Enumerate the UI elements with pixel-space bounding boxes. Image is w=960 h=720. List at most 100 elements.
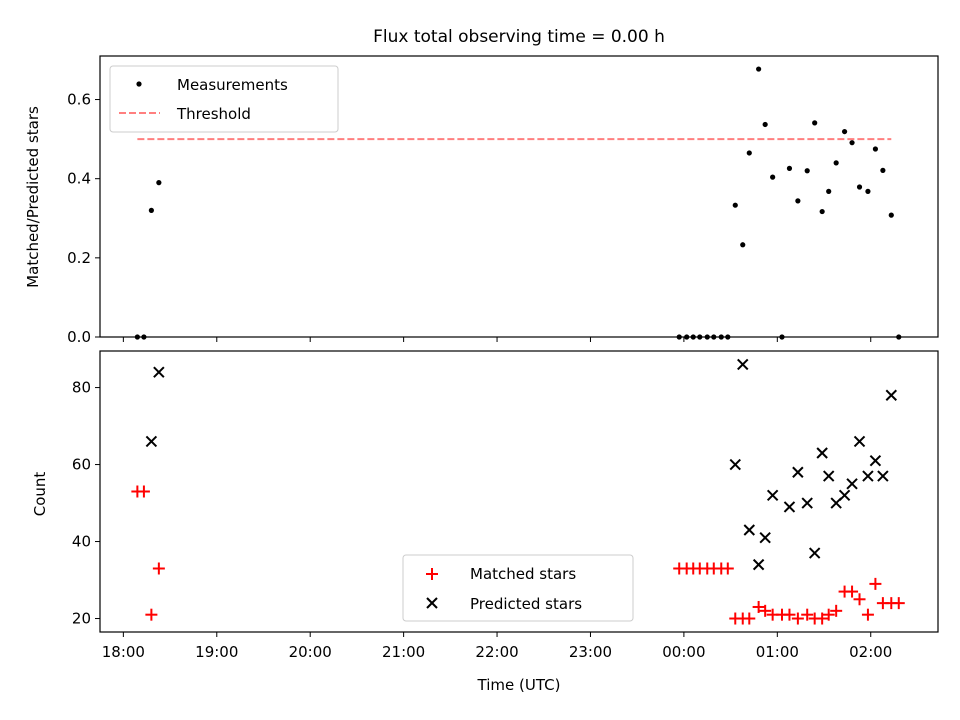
matched-star-point xyxy=(861,608,874,621)
matched-star-point xyxy=(830,604,843,617)
top-y-axis: 0.0 0.2 0.4 0.6 xyxy=(67,91,100,346)
measurement-point xyxy=(770,174,776,180)
measurement-point xyxy=(872,146,879,152)
bottom-x-axis: 18:00 19:00 20:00 21:00 22:00 23:00 00:00 01:00… xyxy=(102,632,892,661)
matched-star-point xyxy=(152,562,165,575)
measurement-point xyxy=(856,184,863,190)
matched-star-point xyxy=(759,604,772,617)
top-y-tick-label: 0.0 xyxy=(67,328,91,346)
measurement-point xyxy=(795,198,801,204)
legend-label-measurements: Measurements xyxy=(177,76,288,94)
predicted-star-point xyxy=(743,524,755,536)
top-legend-box xyxy=(109,65,339,133)
measurement-point xyxy=(156,180,162,186)
matched-star-point xyxy=(783,608,796,621)
matched-star-point xyxy=(791,612,804,625)
predicted-star-point xyxy=(822,470,835,482)
predicted-star-point xyxy=(766,489,779,502)
legend-label-predicted: Predicted stars xyxy=(470,595,582,613)
x-tick-label: 01:00 xyxy=(756,643,799,661)
predicted-star-point xyxy=(846,478,858,490)
bottom-y-tick-label: 80 xyxy=(72,379,91,397)
measurement-point xyxy=(762,121,768,128)
x-tick-label: 02:00 xyxy=(849,643,892,661)
predicted-star-point xyxy=(816,447,828,459)
predicted-star-point xyxy=(877,470,889,482)
top-x-ticks xyxy=(122,337,872,342)
measurement-point xyxy=(804,168,810,174)
legend-plus-marker xyxy=(426,568,438,580)
predicted-star-point xyxy=(885,389,897,401)
bottom-y-axis-label: Count xyxy=(31,472,49,517)
predicted-star-point xyxy=(729,458,741,471)
measurement-point xyxy=(756,66,762,72)
predicted-star-point xyxy=(869,454,882,467)
predicted-star-point xyxy=(801,497,813,509)
legend-label-matched: Matched stars xyxy=(470,565,576,583)
measurement-point xyxy=(819,208,825,215)
predicted-star-point xyxy=(759,531,771,544)
predicted-star-point xyxy=(752,558,765,571)
top-y-axis-label: Matched/Predicted stars xyxy=(24,106,42,288)
x-tick-label: 00:00 xyxy=(662,643,705,661)
matched-star-point xyxy=(853,593,866,606)
predicted-star-point xyxy=(808,547,821,559)
x-tick-label: 21:00 xyxy=(382,643,425,661)
legend-dot-marker xyxy=(136,81,142,87)
predicted-star-point xyxy=(838,489,851,502)
x-tick-label: 20:00 xyxy=(289,643,332,661)
top-plot-frame xyxy=(99,55,939,338)
measurement-point xyxy=(841,128,848,135)
bottom-plot-area xyxy=(131,358,905,625)
measurement-point xyxy=(732,202,738,208)
matched-star-point xyxy=(743,612,756,625)
bottom-y-axis: 20 40 60 80 xyxy=(72,379,100,628)
measurement-point xyxy=(865,188,871,194)
matched-star-point xyxy=(892,597,905,610)
matched-star-point xyxy=(816,612,829,625)
matched-star-point xyxy=(145,608,158,621)
predicted-star-point xyxy=(145,435,158,448)
top-legend: Measurements Threshold xyxy=(109,65,339,133)
matched-star-point xyxy=(846,585,859,598)
top-y-tick-label: 0.2 xyxy=(67,249,91,267)
top-panel: Flux total observing time = 0.00 h 0.00.… xyxy=(24,27,939,346)
top-y-tick-label: 0.4 xyxy=(67,170,91,188)
matched-star-point xyxy=(801,608,814,621)
bottom-plot-frame xyxy=(99,350,939,633)
x-axis-label: Time (UTC) xyxy=(477,676,561,694)
bottom-y-tick-label: 40 xyxy=(72,533,91,551)
measurement-point xyxy=(746,150,752,156)
measurement-point xyxy=(786,165,793,171)
matched-star-point xyxy=(752,600,765,613)
predicted-star-point xyxy=(737,358,749,371)
x-tick-label: 22:00 xyxy=(475,643,518,661)
bottom-y-tick-label: 20 xyxy=(72,610,91,628)
measurement-point xyxy=(888,212,894,218)
top-y-tick-label: 0.6 xyxy=(67,91,91,109)
matched-star-point xyxy=(137,485,150,498)
measurement-point xyxy=(833,160,839,166)
legend-label-threshold: Threshold xyxy=(176,105,251,123)
legend-x-marker xyxy=(426,597,438,609)
matched-star-point xyxy=(721,562,734,575)
matched-star-point xyxy=(869,577,882,590)
predicted-star-point xyxy=(153,366,165,378)
bottom-panel: 20 40 60 80 Count 18:00 19:00 20:00 21:00 22:00… xyxy=(31,350,939,694)
measurement-point xyxy=(826,188,832,194)
predicted-star-point xyxy=(792,466,804,478)
matched-star-point xyxy=(822,608,835,621)
bottom-y-tick-label: 60 xyxy=(72,456,91,474)
measurement-point xyxy=(880,167,886,173)
measurement-point xyxy=(148,207,154,213)
measurement-point xyxy=(740,242,746,248)
x-tick-label: 23:00 xyxy=(569,643,612,661)
x-tick-label: 18:00 xyxy=(102,643,145,661)
bottom-legend: Matched stars Predicted stars xyxy=(402,554,634,622)
x-tick-label: 19:00 xyxy=(195,643,238,661)
predicted-star-point xyxy=(853,435,866,448)
measurement-point xyxy=(849,140,855,146)
predicted-star-point xyxy=(783,501,796,513)
measurement-point xyxy=(812,120,818,126)
